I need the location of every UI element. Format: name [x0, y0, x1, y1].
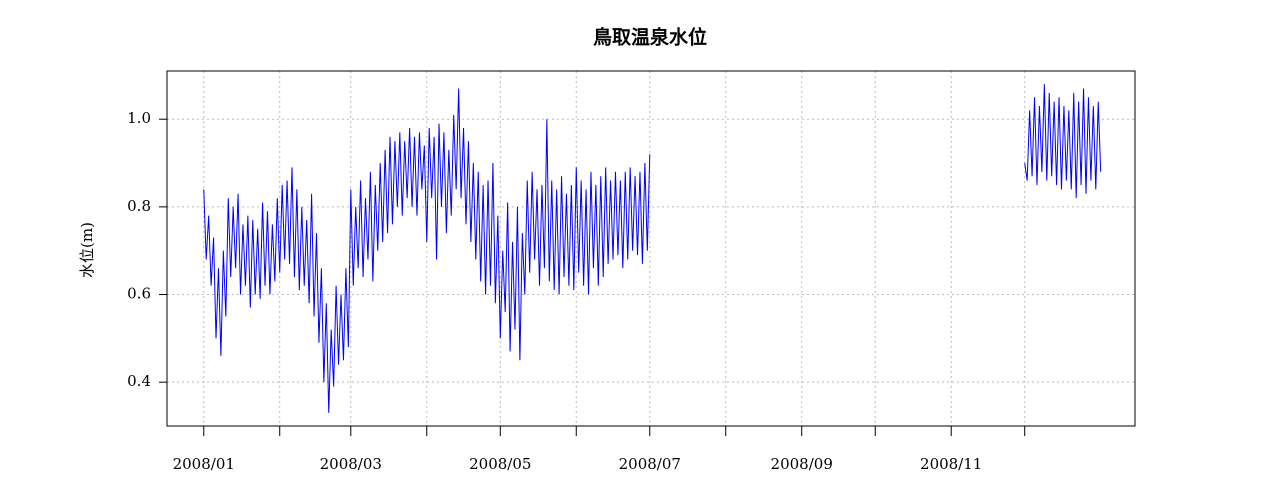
- y-tick-label: 0.8: [127, 197, 151, 215]
- y-tick-label: 0.4: [127, 372, 151, 390]
- x-tick-label: 2008/05: [469, 455, 531, 473]
- x-tick-label: 2008/11: [920, 455, 982, 473]
- x-tick-label: 2008/03: [320, 455, 382, 473]
- y-tick-label: 1.0: [127, 109, 151, 127]
- plot-frame: [166, 70, 1136, 427]
- x-tick-label: 2008/07: [619, 455, 681, 473]
- x-tick-label: 2008/09: [771, 455, 833, 473]
- chart-title: 鳥取温泉水位: [593, 26, 707, 49]
- y-tick-label: 0.6: [127, 285, 151, 303]
- data-line: [203, 84, 1102, 413]
- x-tick-label: 2008/01: [173, 455, 235, 473]
- y-axis-label: 水位(m): [78, 222, 96, 278]
